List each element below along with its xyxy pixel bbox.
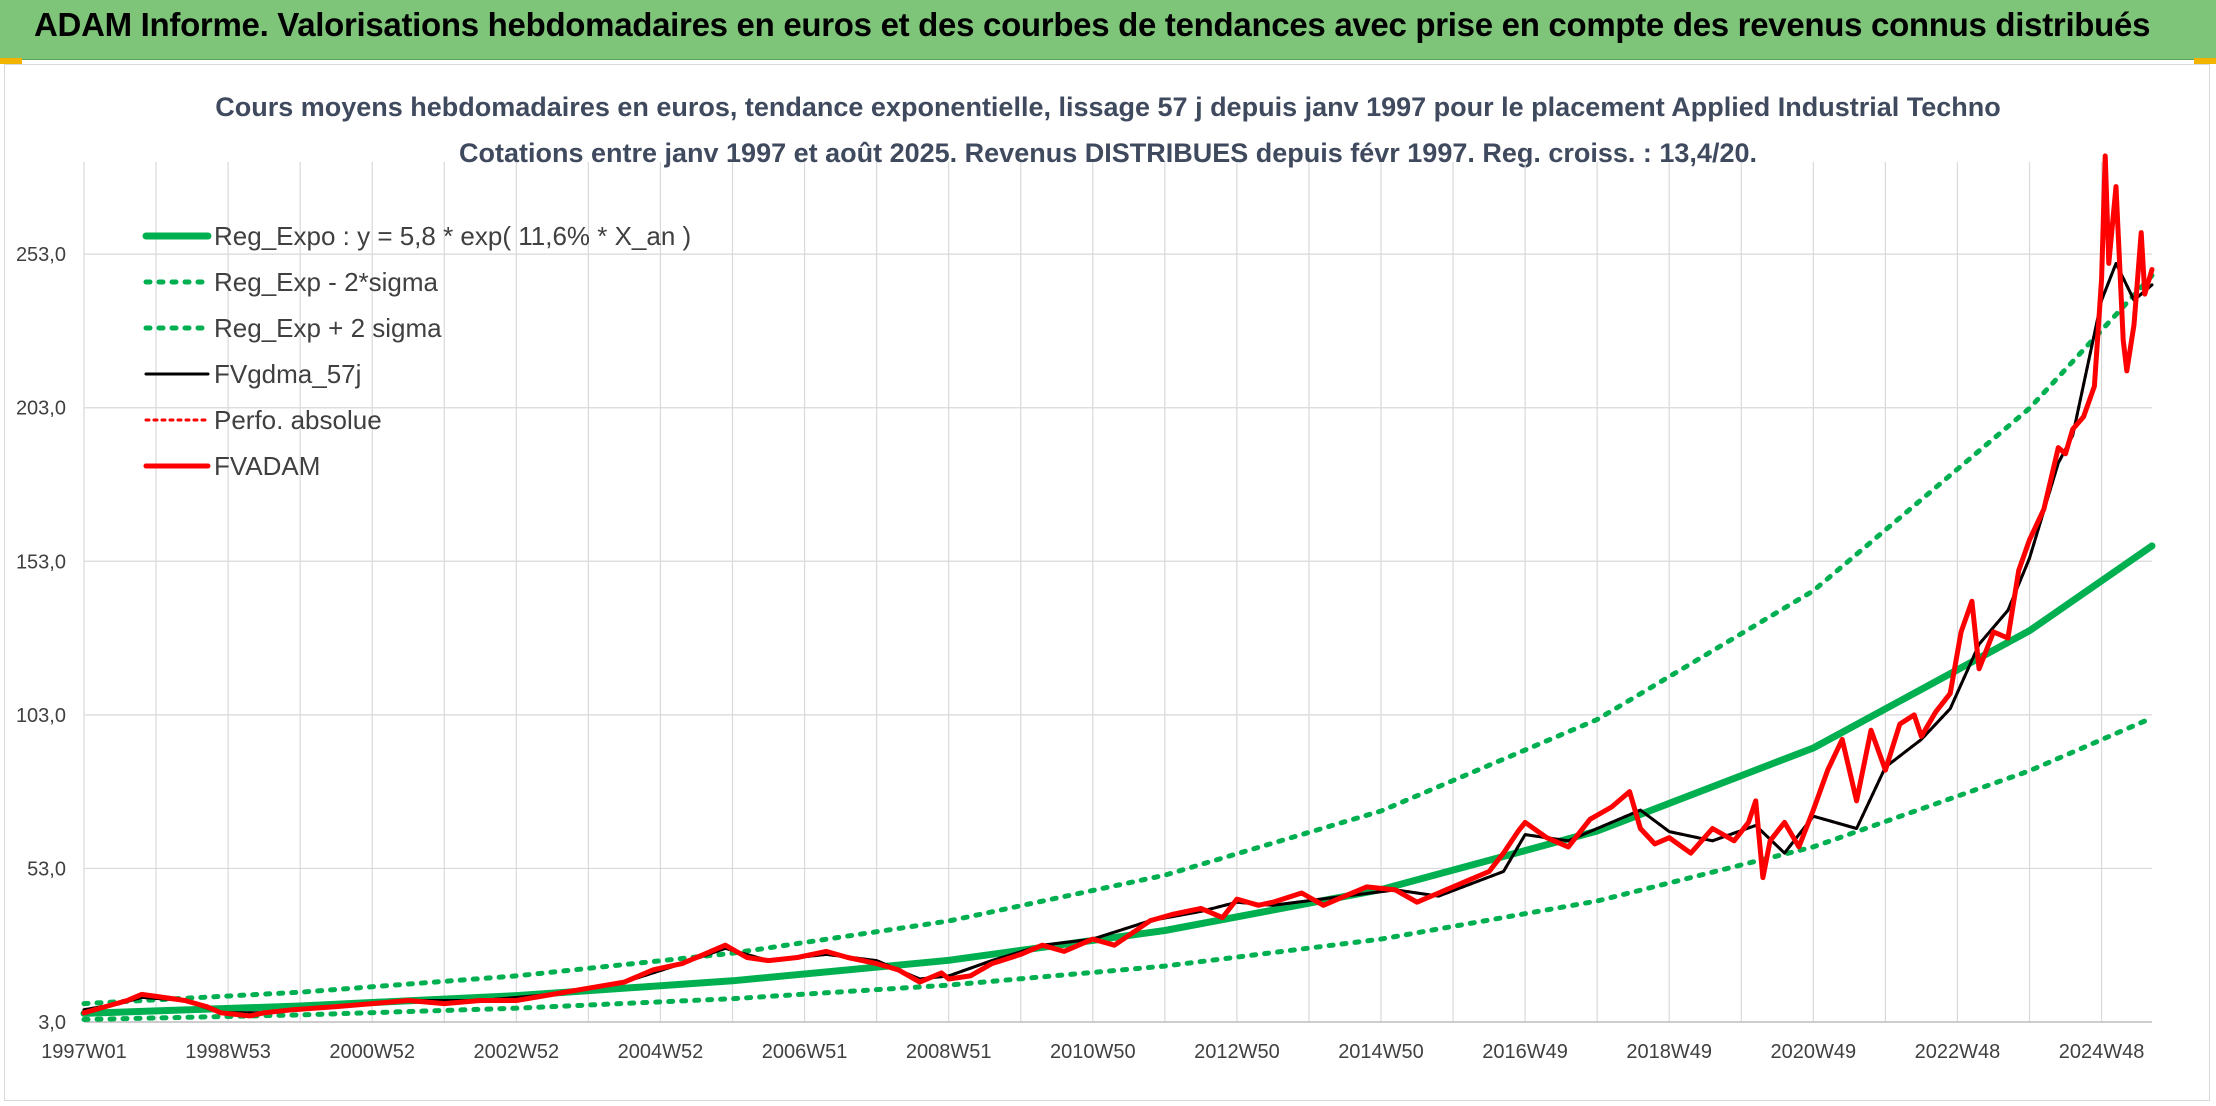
x-tick-label: 2012W50 (1194, 1041, 1280, 1063)
chart-subtitle: Cotations entre janv 1997 et août 2025. … (458, 138, 1757, 168)
y-tick-label: 253,0 (16, 244, 66, 266)
y-tick-label: 3,0 (38, 1012, 66, 1034)
legend-label: FVgdma_57j (214, 359, 361, 389)
y-tick-label: 103,0 (16, 705, 66, 727)
legend-label: Reg_Exp + 2 sigma (214, 313, 442, 343)
x-tick-label: 1998W53 (185, 1041, 271, 1063)
x-tick-label: 2006W51 (762, 1041, 848, 1063)
series-line-1 (81, 715, 2155, 1022)
series-line-2 (81, 273, 2155, 1007)
chart-axes: 3,0 53,0 103,0 153,0 203,0 253,0 1997W01 1998W5… (16, 244, 2152, 1063)
chart-legend: Reg_Expo : y = 5,8 * exp( 11,6% * X_an )… (142, 221, 691, 481)
legend-label: Reg_Exp - 2*sigma (214, 267, 439, 297)
chart-title: Cours moyens hebdomadaires en euros, ten… (215, 92, 2001, 122)
series-line-4 (82, 261, 2154, 1015)
banner-corner-marker-left (0, 58, 22, 64)
chart-series (80, 153, 2156, 1022)
x-tick-label: 2018W49 (1626, 1041, 1712, 1063)
series-line-3 (82, 261, 2154, 1015)
x-tick-label: 1997W01 (41, 1041, 127, 1063)
y-tick-label: 153,0 (16, 551, 66, 573)
report-banner-title: ADAM Informe. Valorisations hebdomadaire… (34, 6, 2151, 43)
banner-corner-marker-right (2194, 58, 2216, 64)
x-tick-label: 2014W50 (1338, 1041, 1424, 1063)
x-tick-label: 2024W48 (2059, 1041, 2145, 1063)
legend-label: Perfo. absolue (214, 405, 382, 435)
x-tick-label: 2022W48 (1915, 1041, 2001, 1063)
x-tick-label: 2000W52 (329, 1041, 415, 1063)
x-tick-label: 2004W52 (618, 1041, 704, 1063)
legend-label: Reg_Expo : y = 5,8 * exp( 11,6% * X_an ) (214, 221, 691, 251)
y-tick-label: 203,0 (16, 398, 66, 420)
legend-label: FVADAM (214, 451, 320, 481)
series-line-5 (81, 153, 2155, 1019)
x-tick-label: 2020W49 (1771, 1041, 1857, 1063)
x-tick-label: 2010W50 (1050, 1041, 1136, 1063)
x-tick-label: 2002W52 (474, 1041, 560, 1063)
x-tick-label: 2016W49 (1482, 1041, 1568, 1063)
x-tick-label: 2008W51 (906, 1041, 992, 1063)
y-tick-label: 53,0 (27, 858, 66, 880)
report-banner: ADAM Informe. Valorisations hebdomadaire… (0, 0, 2216, 60)
